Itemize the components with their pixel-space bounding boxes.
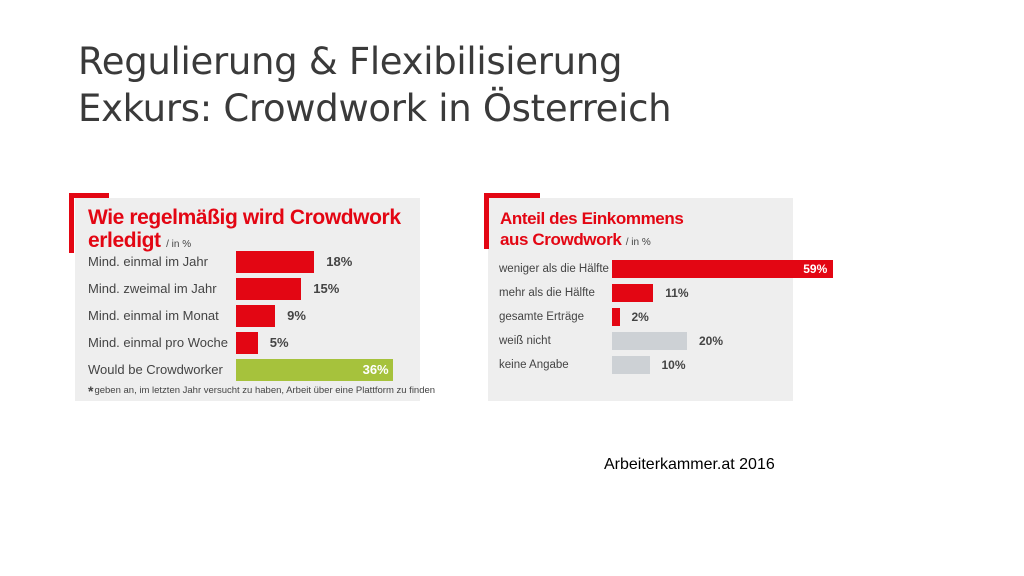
income-share-chart-title-line-2: aus Crowdwork / in %	[500, 229, 683, 253]
value-label: 15%	[313, 281, 340, 296]
value-label: 2%	[631, 310, 649, 324]
value-label: 18%	[326, 254, 353, 269]
bar	[612, 332, 687, 350]
income-share-chart-title-line-2-text: aus Crowdwork	[500, 230, 622, 249]
category-label: weniger als die Hälfte	[499, 263, 609, 275]
category-label: weiß nicht	[499, 335, 551, 347]
slide-title-line-1: Regulierung & Flexibilisierung	[78, 40, 623, 83]
bar	[612, 356, 650, 374]
category-label: gesamte Erträge	[499, 311, 585, 323]
income-share-chart-title: Anteil des Einkommens aus Crowdwork / in…	[500, 208, 684, 253]
frequency-chart-title-line-1: Wie regelmäßig wird Crowdwork	[88, 206, 401, 229]
bar	[236, 332, 258, 354]
bar	[612, 260, 834, 278]
bar	[612, 308, 620, 326]
value-label: 36%	[362, 362, 389, 377]
frequency-chart-title: Wie regelmäßig wird Crowdwork erledigt /…	[88, 206, 401, 256]
category-label: Mind. einmal pro Woche	[88, 335, 228, 350]
bar	[236, 359, 393, 381]
value-label: 59%	[803, 262, 828, 276]
bar	[236, 251, 315, 273]
category-label: keine Angabe	[499, 359, 569, 371]
bar	[236, 305, 276, 327]
income-share-chart-title-line-1: Anteil des Einkommens	[500, 209, 684, 228]
bar	[236, 278, 302, 300]
source-citation: Arbeiterkammer.at 2016	[604, 456, 775, 473]
income-share-chart-accent-top	[484, 193, 540, 198]
value-label: 11%	[665, 286, 689, 300]
frequency-chart-accent-left	[69, 193, 74, 253]
bar	[612, 284, 654, 302]
category-label: Mind. einmal im Jahr	[88, 254, 208, 269]
category-label: Would be Crowdworker	[88, 362, 223, 377]
frequency-chart-footnote: *geben an, im letzten Jahr versucht zu h…	[88, 383, 435, 399]
footnote-text: geben an, im letzten Jahr versucht zu ha…	[94, 385, 436, 396]
value-label: 5%	[269, 335, 289, 350]
frequency-chart-title-line-2: erledigt / in %	[88, 229, 401, 256]
value-label: 10%	[661, 358, 686, 372]
category-label: Mind. zweimal im Jahr	[88, 281, 217, 296]
income-share-chart-accent-left	[484, 193, 489, 249]
value-label: 9%	[287, 308, 306, 323]
category-label: Mind. einmal im Monat	[88, 308, 219, 323]
frequency-chart-unit: / in %	[166, 239, 192, 250]
slide-title-line-2: Exkurs: Crowdwork in Österreich	[78, 87, 672, 130]
frequency-chart-accent-top	[69, 193, 109, 198]
footnote-marker: *	[88, 383, 94, 399]
value-label: 20%	[699, 334, 724, 348]
frequency-chart-title-line-2-text: erledigt	[88, 229, 161, 252]
income-share-chart-unit: / in %	[625, 237, 651, 248]
category-label: mehr als die Hälfte	[499, 287, 595, 299]
slide-title: Regulierung & Flexibilisierung Exkurs: C…	[78, 38, 672, 132]
